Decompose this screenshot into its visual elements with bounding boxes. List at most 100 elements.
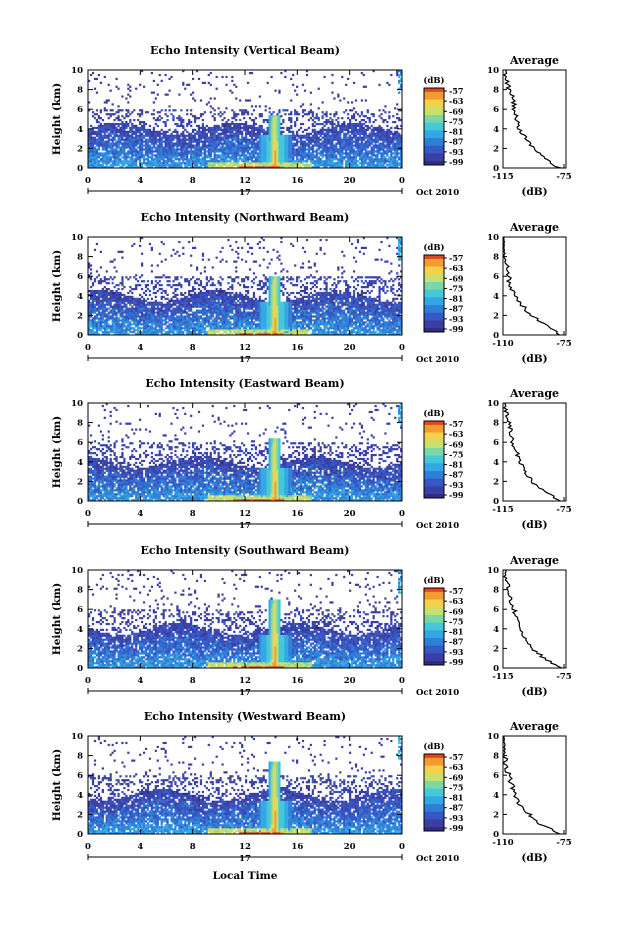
- colorbar-tick-label: -57: [449, 752, 463, 762]
- day-label: 17: [239, 854, 251, 864]
- average-profile-line: [503, 237, 561, 336]
- y-tick-label: 8: [77, 86, 83, 96]
- average-frame: [502, 402, 567, 502]
- y-tick-label: 6: [77, 771, 83, 781]
- average-panel: Average 0 2 4 6 8 10 -110 -75 (dB): [487, 221, 572, 365]
- colorbar-tick-label: -99: [449, 324, 464, 334]
- day-label: 17: [239, 188, 251, 198]
- average-y-tick-label: 6: [493, 771, 499, 781]
- average-x-label: (dB): [521, 186, 547, 198]
- colorbar-tick-label: -75: [449, 116, 463, 126]
- colorbar-tick-label: -93: [449, 314, 464, 324]
- colorbar-tick-label: -75: [449, 283, 463, 293]
- x-tick-label: 8: [190, 343, 196, 353]
- day-label: 17: [239, 521, 251, 531]
- y-tick-label: 10: [71, 233, 83, 243]
- colorbar-frame: [423, 420, 445, 499]
- average-panel: Average 0 2 4 6 8 10 -115 -75 (dB): [487, 387, 572, 531]
- average-y-tick-label: 0: [493, 830, 499, 840]
- x-tick-label: 20: [344, 509, 356, 519]
- colorbar-tick-label: -93: [449, 647, 464, 657]
- average-x-tick-label: -75: [556, 172, 571, 182]
- average-y-tick-label: 0: [493, 497, 499, 507]
- panel-title: Echo Intensity (Westward Beam): [144, 710, 346, 723]
- colorbar-tick-label: -69: [449, 273, 464, 283]
- panel-1: Echo Intensity (Northward Beam) 0 2 4 6 8 10 0 4…: [51, 211, 572, 365]
- x-tick-label: 0: [85, 343, 91, 353]
- y-axis-label: Height (km): [51, 83, 63, 155]
- heatmap-image: [88, 237, 403, 336]
- x-tick-label: 0: [85, 676, 91, 686]
- colorbar-tick-label: -99: [449, 823, 464, 833]
- y-tick-label: 0: [77, 164, 83, 174]
- x-tick-label: 4: [137, 509, 143, 519]
- colorbar-tick-label: -93: [449, 147, 464, 157]
- colorbar-tick-label: -69: [449, 772, 464, 782]
- y-tick-label: 4: [77, 458, 83, 468]
- average-panel: Average 0 2 4 6 8 10 -115 -75 (dB): [487, 554, 572, 698]
- average-y-tick-label: 8: [493, 586, 499, 596]
- average-y-tick-label: 10: [487, 732, 499, 742]
- colorbar: [424, 588, 444, 666]
- x-tick-label: 0: [399, 176, 405, 186]
- colorbar-tick-label: -57: [449, 419, 463, 429]
- average-x-label: (dB): [521, 353, 547, 365]
- colorbar-unit: (dB): [423, 575, 444, 586]
- colorbar-frame: [423, 254, 445, 333]
- y-tick-label: 8: [77, 253, 83, 263]
- x-tick-label: 0: [399, 676, 405, 686]
- average-x-label: (dB): [521, 686, 547, 698]
- panel-title: Echo Intensity (Eastward Beam): [145, 377, 344, 390]
- x-tick-label: 4: [137, 343, 143, 353]
- y-axis-label: Height (km): [51, 416, 63, 488]
- average-profile-line: [502, 402, 561, 502]
- heatmap-image: [88, 570, 403, 669]
- average-frame: [502, 569, 567, 669]
- y-tick-label: 6: [77, 438, 83, 448]
- y-tick-label: 8: [77, 419, 83, 429]
- y-tick-label: 10: [71, 66, 83, 76]
- x-tick-label: 8: [190, 842, 196, 852]
- colorbar-tick-label: -69: [449, 606, 464, 616]
- y-axis-label: Height (km): [51, 583, 63, 655]
- heatmap-image: [88, 403, 403, 502]
- date-label: Oct 2010: [416, 188, 459, 198]
- heatmap-image: [88, 70, 403, 169]
- y-tick-label: 2: [77, 311, 83, 321]
- colorbar-tick-label: -63: [449, 429, 464, 439]
- panel-4: Echo Intensity (Westward Beam) 0 2 4 6 8 10 0 4 8…: [51, 710, 572, 864]
- average-x-label: (dB): [521, 852, 547, 864]
- colorbar-tick-label: -99: [449, 657, 464, 667]
- average-y-tick-label: 4: [493, 625, 499, 635]
- x-tick-label: 20: [344, 343, 356, 353]
- average-y-tick-label: 6: [493, 105, 499, 115]
- colorbar-tick-label: -99: [449, 490, 464, 500]
- x-tick-label: 0: [399, 343, 405, 353]
- y-tick-label: 4: [77, 625, 83, 635]
- panel-title: Echo Intensity (Vertical Beam): [150, 44, 340, 57]
- panel-3: Echo Intensity (Southward Beam) 0 2 4 6 8 10 0 4…: [51, 544, 572, 698]
- average-y-tick-label: 6: [493, 605, 499, 615]
- colorbar-tick-label: -57: [449, 586, 463, 596]
- x-tick-label: 8: [190, 509, 196, 519]
- colorbar-tick-label: -87: [449, 637, 463, 647]
- y-tick-label: 4: [77, 791, 83, 801]
- average-frame: [502, 236, 567, 336]
- average-title: Average: [509, 720, 559, 733]
- colorbar-unit: (dB): [423, 75, 444, 86]
- date-label: Oct 2010: [416, 854, 459, 864]
- average-profile-line: [503, 736, 561, 835]
- colorbar-tick-label: -81: [449, 793, 463, 803]
- x-tick-label: 12: [239, 176, 251, 186]
- x-tick-label: 12: [239, 343, 251, 353]
- colorbar-tick-label: -69: [449, 439, 464, 449]
- average-frame: [502, 69, 567, 169]
- colorbar-unit: (dB): [423, 741, 444, 752]
- average-panel: Average 0 2 4 6 8 10 -115 -75 (dB): [487, 54, 572, 198]
- date-label: Oct 2010: [416, 688, 459, 698]
- average-y-tick-label: 0: [493, 164, 499, 174]
- average-y-tick-label: 2: [493, 810, 499, 820]
- colorbar-tick-label: -99: [449, 157, 464, 167]
- average-y-tick-label: 0: [493, 331, 499, 341]
- panel-0: Echo Intensity (Vertical Beam) 0 2 4 6 8 10 0 4 8…: [51, 44, 572, 198]
